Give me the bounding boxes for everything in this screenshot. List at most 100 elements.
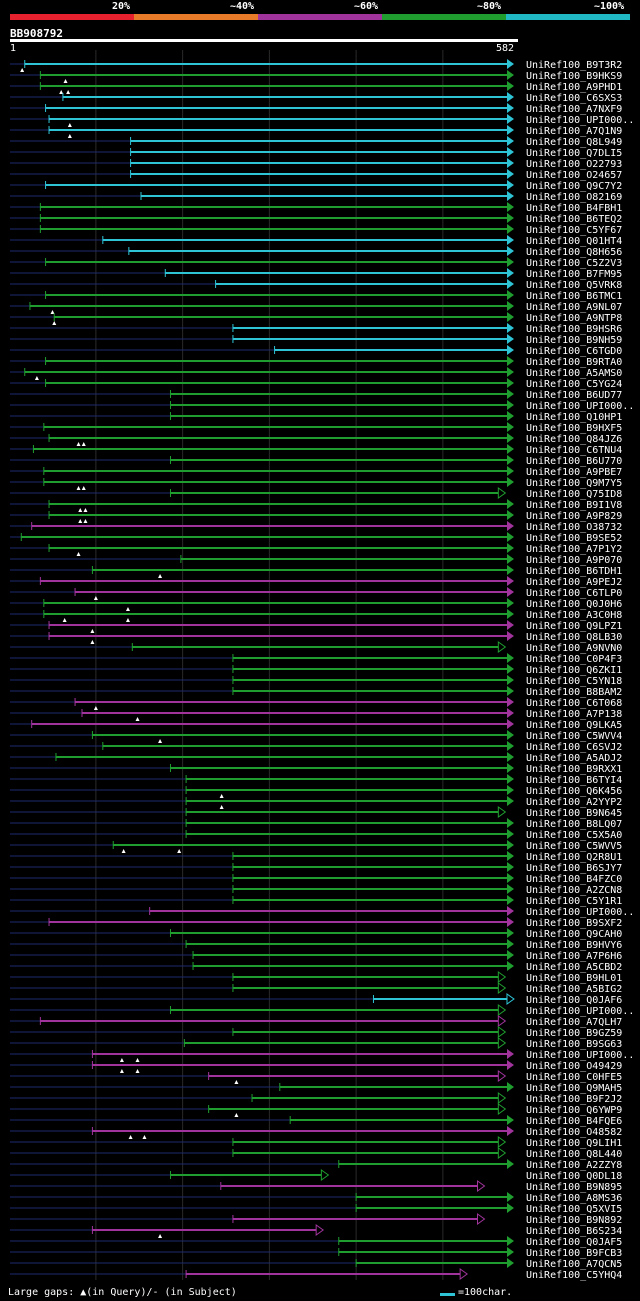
hit-label[interactable]: UniRef100_B4FQE6 xyxy=(526,1116,622,1127)
hit-row[interactable]: UniRef100_A7P138 xyxy=(10,708,622,721)
hit-label[interactable]: UniRef100_Q0J0H6 xyxy=(526,599,622,610)
hit-row[interactable]: UniRef100_Q6YWP9 xyxy=(10,1103,622,1117)
hit-label[interactable]: UniRef100_B9N892 xyxy=(526,1215,622,1226)
hit-row[interactable]: UniRef100_B9RXX1 xyxy=(10,763,622,775)
hit-label[interactable]: UniRef100_Q0JAF5 xyxy=(526,1237,622,1248)
hit-label[interactable]: UniRef100_C6TGD0 xyxy=(526,346,622,357)
hit-row[interactable]: UniRef100_C6SVJ2 xyxy=(10,741,622,753)
hit-row[interactable]: UniRef100_Q75ID8 xyxy=(10,487,622,500)
hit-label[interactable]: UniRef100_A9PBE7 xyxy=(526,467,622,478)
hit-label[interactable]: UniRef100_A2ZZY8 xyxy=(526,1160,622,1171)
hit-label[interactable]: UniRef100_C5Z2V3 xyxy=(526,258,622,269)
hit-row[interactable]: UniRef100_C5WVV5 xyxy=(10,840,622,853)
hit-label[interactable]: UniRef100_C5WVV4 xyxy=(526,731,622,742)
hit-label[interactable]: UniRef100_B7FM95 xyxy=(526,269,622,280)
hit-label[interactable]: UniRef100_O22793 xyxy=(526,159,622,170)
hit-row[interactable]: UniRef100_Q6ZKI1 xyxy=(10,664,622,676)
hit-row[interactable]: UniRef100_B9HXF5 xyxy=(10,422,622,434)
hit-label[interactable]: UniRef100_Q2R8U1 xyxy=(526,852,622,863)
hit-row[interactable]: UniRef100_C5Y1R1 xyxy=(10,895,622,907)
hit-label[interactable]: UniRef100_Q01HT4 xyxy=(526,236,622,247)
hit-row[interactable]: UniRef100_B9GZ59 xyxy=(10,1026,622,1039)
hit-row[interactable]: UniRef100_B9RTA0 xyxy=(10,356,622,368)
hit-row[interactable]: UniRef100_C0P4F3 xyxy=(10,653,622,665)
hit-label[interactable]: UniRef100_O48582 xyxy=(526,1127,622,1138)
hit-label[interactable]: UniRef100_A9P829 xyxy=(526,511,622,522)
hit-row[interactable]: UniRef100_B6TMC1 xyxy=(10,290,622,302)
hit-label[interactable]: UniRef100_B9HL01 xyxy=(526,973,622,984)
hit-label[interactable]: UniRef100_A7QCN5 xyxy=(526,1259,622,1270)
hit-label[interactable]: UniRef100_C5Y1R1 xyxy=(526,896,622,907)
hit-label[interactable]: UniRef100_Q9C7Y2 xyxy=(526,181,622,192)
hit-row[interactable]: UniRef100_B6TYI4 xyxy=(10,774,622,786)
hit-row[interactable]: UniRef100_B8LQ07 xyxy=(10,818,622,830)
hit-row[interactable]: UniRef100_B6U770 xyxy=(10,455,622,467)
hit-row[interactable]: UniRef100_B6S234 xyxy=(10,1224,622,1238)
hit-label[interactable]: UniRef100_C6T068 xyxy=(526,698,622,709)
hit-row[interactable]: UniRef100_Q8L949 xyxy=(10,136,622,148)
hit-label[interactable]: UniRef100_Q9CAH0 xyxy=(526,929,622,940)
hit-row[interactable]: UniRef100_C5YF67 xyxy=(10,224,622,236)
hit-label[interactable]: UniRef100_Q9LPZ1 xyxy=(526,621,622,632)
hit-row[interactable]: UniRef100_A9PEJ2 xyxy=(10,576,622,588)
hit-label[interactable]: UniRef100_B8BAM2 xyxy=(526,687,622,698)
hit-row[interactable]: UniRef100_Q7DLI5 xyxy=(10,147,622,159)
hit-row[interactable]: UniRef100_A9P829 xyxy=(10,510,622,523)
hit-label[interactable]: UniRef100_A5BIG2 xyxy=(526,984,622,995)
hit-row[interactable]: UniRef100_C5Z2V3 xyxy=(10,257,622,269)
hit-label[interactable]: UniRef100_A9NTP8 xyxy=(526,313,622,324)
hit-row[interactable]: UniRef100_C6TLP0 xyxy=(10,587,622,600)
hit-row[interactable]: UniRef100_Q0JAF5 xyxy=(10,1236,622,1248)
hit-row[interactable]: UniRef100_Q9LKA5 xyxy=(10,719,622,731)
hit-row[interactable]: UniRef100_Q8H656 xyxy=(10,246,622,258)
hit-row[interactable]: UniRef100_A5AMS0 xyxy=(10,367,622,380)
hit-label[interactable]: UniRef100_O38732 xyxy=(526,522,622,533)
hit-label[interactable]: UniRef100_Q9MAH5 xyxy=(526,1083,622,1094)
hit-label[interactable]: UniRef100_B9N645 xyxy=(526,808,622,819)
hit-label[interactable]: UniRef100_A7P138 xyxy=(526,709,622,720)
hit-label[interactable]: UniRef100_Q0JAF6 xyxy=(526,995,622,1006)
hit-label[interactable]: UniRef100_B6S234 xyxy=(526,1226,622,1237)
hit-row[interactable]: UniRef100_A2ZCN8 xyxy=(10,884,622,896)
hit-row[interactable]: UniRef100_UPI000.. xyxy=(10,1004,634,1017)
hit-label[interactable]: UniRef100_A7NXF9 xyxy=(526,104,622,115)
hit-label[interactable]: UniRef100_B9HSR6 xyxy=(526,324,622,335)
hit-row[interactable]: UniRef100_C5X5A0 xyxy=(10,829,622,841)
hit-label[interactable]: UniRef100_A9NL07 xyxy=(526,302,622,313)
hit-label[interactable]: UniRef100_B9T3R2 xyxy=(526,60,622,71)
hit-row[interactable]: UniRef100_UPI000.. xyxy=(10,114,634,127)
hit-label[interactable]: UniRef100_C0P4F3 xyxy=(526,654,622,665)
hit-row[interactable]: UniRef100_Q9LPZ1 xyxy=(10,620,622,633)
hit-row[interactable]: UniRef100_B9N892 xyxy=(10,1213,622,1226)
hit-label[interactable]: UniRef100_B9I1V8 xyxy=(526,500,622,511)
hit-label[interactable]: UniRef100_Q8L949 xyxy=(526,137,622,148)
hit-row[interactable]: UniRef100_B9N645 xyxy=(10,806,622,819)
hit-row[interactable]: UniRef100_B6UD77 xyxy=(10,389,622,401)
hit-label[interactable]: UniRef100_A7P6H6 xyxy=(526,951,622,962)
hit-label[interactable]: UniRef100_C0HFE5 xyxy=(526,1072,622,1083)
hit-row[interactable]: UniRef100_B8BAM2 xyxy=(10,686,622,698)
hit-label[interactable]: UniRef100_Q5XVI5 xyxy=(526,1204,622,1215)
hit-row[interactable]: UniRef100_A9PHD1 xyxy=(10,81,622,94)
hit-row[interactable]: UniRef100_A7P6H6 xyxy=(10,950,622,962)
hit-label[interactable]: UniRef100_A9NVN0 xyxy=(526,643,622,654)
hit-label[interactable]: UniRef100_Q84JZ6 xyxy=(526,434,622,445)
hit-row[interactable]: UniRef100_B7FM95 xyxy=(10,268,622,280)
hit-row[interactable]: UniRef100_A8MS36 xyxy=(10,1192,622,1204)
hit-row[interactable]: UniRef100_O22793 xyxy=(10,158,622,170)
hit-row[interactable]: UniRef100_O48582 xyxy=(10,1126,622,1139)
hit-row[interactable]: UniRef100_Q9C7Y2 xyxy=(10,180,622,192)
hit-label[interactable]: UniRef100_B6SJY7 xyxy=(526,863,622,874)
hit-row[interactable]: UniRef100_C5WVV4 xyxy=(10,730,622,743)
hit-row[interactable]: UniRef100_A5CBD2 xyxy=(10,961,622,973)
hit-label[interactable]: UniRef100_Q6K456 xyxy=(526,786,622,797)
hit-label[interactable]: UniRef100_C5YHQ4 xyxy=(526,1270,622,1281)
hit-row[interactable]: UniRef100_Q0DL18 xyxy=(10,1169,622,1182)
hit-row[interactable]: UniRef100_Q9M7Y5 xyxy=(10,477,622,490)
hit-row[interactable]: UniRef100_O49429 xyxy=(10,1060,622,1073)
hit-row[interactable]: UniRef100_B9T3R2 xyxy=(10,59,622,72)
hit-row[interactable]: UniRef100_Q8L440 xyxy=(10,1147,622,1160)
hit-label[interactable]: UniRef100_C5YF67 xyxy=(526,225,622,236)
hit-label[interactable]: UniRef100_Q8LB30 xyxy=(526,632,622,643)
hit-label[interactable]: UniRef100_O24657 xyxy=(526,170,622,181)
